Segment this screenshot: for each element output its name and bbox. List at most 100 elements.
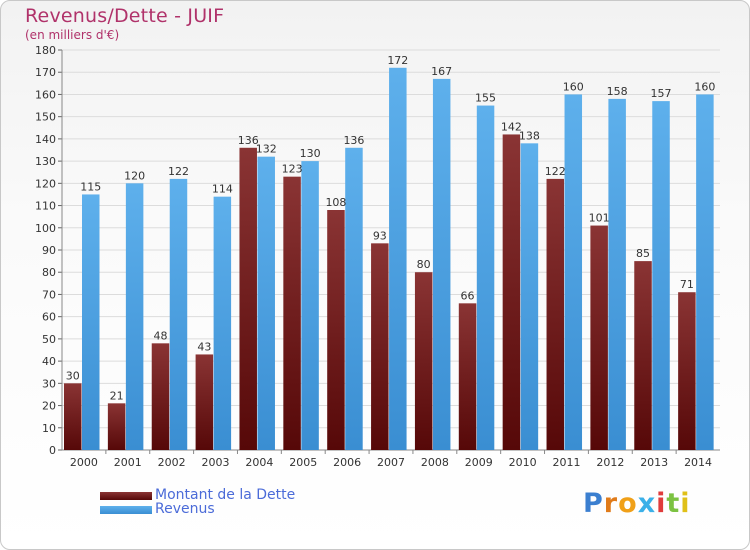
y-tick-label: 30 [42,377,56,390]
data-label: 21 [110,389,124,402]
y-tick-label: 100 [35,222,56,235]
logo-letter: P [583,488,604,519]
data-label: 48 [153,329,167,342]
y-tick-label: 110 [35,200,56,213]
bar-revenus [82,194,100,450]
data-label: 142 [501,120,522,133]
bar-revenus [696,94,714,450]
bar-dette [634,261,652,450]
legend-label-dette: Montant de la Dette [155,487,296,503]
y-tick-label: 70 [42,288,56,301]
data-label: 115 [80,180,101,193]
data-label: 172 [387,54,408,67]
bar-revenus [520,143,539,451]
bars [64,67,714,451]
bar-dette [414,272,433,450]
bar-revenus [345,147,363,450]
logo-letter: i [680,488,691,519]
bar-revenus [125,183,144,451]
x-tick-label: 2009 [465,456,493,469]
data-label: 132 [256,143,277,156]
data-labels: 3011521120481224311413613212313010813693… [66,54,716,403]
data-label: 108 [325,196,346,209]
data-label: 136 [343,134,364,147]
logo-letter: x [637,488,657,519]
bar-dette [195,354,214,450]
x-tick-label: 2001 [114,456,142,469]
data-label: 43 [197,340,211,353]
data-label: 80 [417,258,431,271]
data-label: 114 [212,183,233,196]
data-label: 122 [168,165,189,178]
bar-dette [239,147,257,450]
data-label: 136 [238,134,259,147]
bar-revenus [213,196,232,450]
y-tick-label: 40 [42,355,56,368]
bar-revenus [652,101,670,450]
logo-letter: r [603,488,619,519]
data-label: 85 [636,247,650,260]
y-tick-label: 120 [35,177,56,190]
bar-dette [283,176,301,450]
data-label: 160 [563,80,584,93]
legend-label-revenus: Revenus [155,501,215,517]
data-label: 157 [651,87,672,100]
x-tick-label: 2010 [509,456,537,469]
y-tick-label: 50 [42,333,56,346]
data-label: 101 [589,212,610,225]
y-tick-label: 160 [35,88,56,101]
x-tick-label: 2005 [289,456,317,469]
bar-revenus [301,161,319,450]
bar-dette [371,243,389,450]
chart-title: Revenus/Dette - JUIF [25,5,225,27]
y-tick-label: 0 [49,444,56,457]
data-label: 30 [66,369,80,382]
x-tick-label: 2008 [421,456,449,469]
bar-revenus [476,105,495,451]
y-tick-label: 60 [42,311,56,324]
y-tick-label: 130 [35,155,56,168]
bar-revenus [169,178,188,450]
y-tick-label: 80 [42,266,56,279]
data-label: 120 [124,169,145,182]
x-tick-label: 2004 [245,456,273,469]
bar-dette [64,383,82,450]
y-tick-label: 180 [35,44,56,57]
legend-swatch-dette [100,492,152,500]
bar-dette [502,134,521,450]
x-tick-label: 2006 [333,456,361,469]
y-tick-label: 150 [35,111,56,124]
bar-dette [458,303,477,450]
x-tick-label: 2003 [202,456,230,469]
data-label: 93 [373,229,387,242]
legend-swatch-revenus [100,506,152,514]
x-tick-label: 2007 [377,456,405,469]
data-label: 158 [607,85,628,98]
data-label: 138 [519,129,540,142]
bar-dette [327,210,345,450]
bar-dette [678,292,696,450]
data-label: 130 [300,147,321,160]
bar-dette [546,178,565,450]
data-label: 122 [545,165,566,178]
y-tick-label: 140 [35,133,56,146]
logo-letter: i [656,488,667,519]
y-tick-label: 10 [42,422,56,435]
x-tick-label: 2012 [596,456,624,469]
data-label: 71 [680,278,694,291]
data-label: 155 [475,92,496,105]
x-tick-label: 2002 [158,456,186,469]
x-tick-label: 2011 [552,456,580,469]
bar-dette [107,403,126,450]
x-tick-label: 2013 [640,456,668,469]
bar-dette [590,225,608,450]
bar-dette [151,343,170,450]
data-label: 66 [461,289,475,302]
bar-revenus [432,78,451,450]
y-tick-label: 170 [35,66,56,79]
data-label: 160 [694,80,715,93]
proxiti-logo: Proxiti [583,488,691,519]
data-label: 167 [431,65,452,78]
x-tick-label: 2000 [70,456,98,469]
